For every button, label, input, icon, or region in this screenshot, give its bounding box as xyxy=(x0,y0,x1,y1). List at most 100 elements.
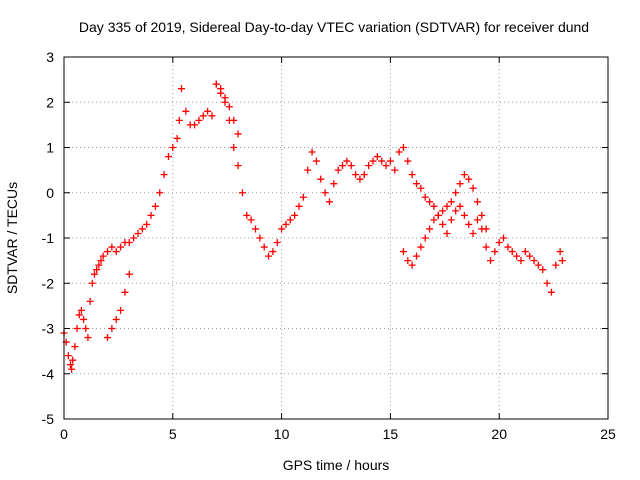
data-point: 20.4, -1.2 xyxy=(504,243,512,251)
x-tick-label: 0 xyxy=(60,426,68,442)
data-point: 11.2, 0.5 xyxy=(304,166,312,174)
data-point: 14, 0.6 xyxy=(365,162,373,170)
data-point: 0.5, -3.4 xyxy=(71,343,79,351)
data-point: 16.4, -1.2 xyxy=(417,243,425,251)
data-point: 16, -1.6 xyxy=(408,261,416,269)
data-point: 20.8, -1.4 xyxy=(513,252,521,260)
data-point: 9.8, -1.1 xyxy=(273,239,281,247)
data-point: 6.6, 1.8 xyxy=(204,107,212,115)
data-point: 18.2, 0.2 xyxy=(456,180,464,188)
data-point: 6.4, 1.7 xyxy=(199,112,207,120)
data-point: 3, -1.1 xyxy=(125,239,133,247)
data-point: 2.4, -2.8 xyxy=(112,315,120,323)
x-tick-label: 25 xyxy=(600,426,616,442)
data-point: 20, -1.1 xyxy=(495,239,503,247)
data-point: 0.4, -3.7 xyxy=(69,356,77,364)
data-point: 4.8, 0.8 xyxy=(164,153,172,161)
data-point: 17.4, -0.4 xyxy=(439,207,447,215)
data-point: 17, -0.6 xyxy=(430,216,438,224)
x-tick-label: 15 xyxy=(383,426,399,442)
data-point: 10.6, -0.5 xyxy=(291,211,299,219)
data-point: 5.2, 1.2 xyxy=(173,134,181,142)
data-point: 0.6, -3 xyxy=(73,325,81,332)
data-point: 16.4, 0.1 xyxy=(417,184,425,192)
data-point: 10.4, -0.6 xyxy=(286,216,294,224)
data-point: 8, 1.3 xyxy=(234,130,242,138)
x-tick-label: 10 xyxy=(274,426,290,442)
data-point: 2, -1.3 xyxy=(104,248,112,256)
data-point: 18.4, -0.5 xyxy=(460,211,468,219)
data-point: 11.8, 0.3 xyxy=(317,175,325,183)
data-point: 16.8, -0.8 xyxy=(426,225,434,233)
data-point: 12.8, 0.6 xyxy=(339,162,347,170)
data-point: 16.6, -1 xyxy=(421,234,429,242)
data-point: 5.6, 1.8 xyxy=(182,107,190,115)
data-point: 18, 0 xyxy=(452,189,460,197)
y-tick-labels: -5 -4 -3 -2 -1 0 1 2 3 xyxy=(42,49,55,427)
y-axis-label: SDTVAR / TECUs xyxy=(4,182,20,294)
data-point: 10, -0.8 xyxy=(278,225,286,233)
data-point: 18.6, -0.7 xyxy=(465,220,473,228)
data-point: 7.8, 1 xyxy=(230,144,238,151)
data-point: 5.4, 2.3 xyxy=(178,85,186,93)
data-point: 19.8, -1.3 xyxy=(491,248,499,256)
data-point: 2.2, -1.2 xyxy=(108,243,116,251)
data-point: 15.4, 0.9 xyxy=(395,148,403,156)
data-point: 12, 0 xyxy=(321,189,329,197)
data-point: 2.4, -1.3 xyxy=(112,248,120,256)
data-point: 18.6, 0.3 xyxy=(465,175,473,183)
data-point: 7.4, 2.1 xyxy=(221,94,229,102)
data-point: 1.4, -1.8 xyxy=(90,270,98,278)
data-point: 19, -0.2 xyxy=(473,198,481,206)
data-point: 8.6, -0.6 xyxy=(247,216,255,224)
data-point: 19.2, -0.5 xyxy=(478,211,486,219)
x-tick-label: 5 xyxy=(169,426,177,442)
y-tick-label: -4 xyxy=(42,366,55,382)
data-point: 20.6, -1.3 xyxy=(508,248,516,256)
data-point: 9.6, -1.3 xyxy=(269,248,277,256)
data-point: 12.6, 0.5 xyxy=(334,166,342,174)
data-point: 14.2, 0.7 xyxy=(369,157,377,165)
data-point: 10.8, -0.3 xyxy=(295,202,303,210)
data-point: 21.4, -1.4 xyxy=(526,252,534,260)
data-point: 0.7, -2.7 xyxy=(75,311,83,319)
data-point: 21.2, -1.3 xyxy=(521,248,529,256)
data-point: 21.8, -1.6 xyxy=(534,261,542,269)
data-point: 17.6, -0.9 xyxy=(443,229,451,237)
data-point: 13, 0.7 xyxy=(343,157,351,165)
data-point: 2.6, -1.2 xyxy=(117,243,125,251)
data-point: 15.8, -1.5 xyxy=(404,257,412,265)
data-point: 17.2, -0.5 xyxy=(434,211,442,219)
data-point: 19, -0.6 xyxy=(473,216,481,224)
data-point: 1.2, -2.4 xyxy=(86,297,94,305)
data-point: 2.2, -3 xyxy=(108,325,116,332)
data-point: 7.2, 2.3 xyxy=(217,85,225,93)
data-point: 1.1, -3.2 xyxy=(84,334,92,342)
data-point: 3.8, -0.7 xyxy=(143,220,151,228)
data-point: 17.6, -0.3 xyxy=(443,202,451,210)
data-point: 1.3, -2 xyxy=(88,279,96,287)
data-point: 9.2, -1.2 xyxy=(260,243,268,251)
data-point: 4.2, -0.3 xyxy=(151,202,159,210)
data-point: 1, -3 xyxy=(82,325,90,332)
data-point: 7.6, 1.9 xyxy=(225,103,233,111)
data-point: 22, -1.7 xyxy=(539,266,547,274)
data-point: 14.8, 0.6 xyxy=(382,162,390,170)
chart-title: Day 335 of 2019, Sidereal Day-to-day VTE… xyxy=(79,19,589,35)
data-point: 0.8, -2.6 xyxy=(77,306,85,314)
data-point: 3.4, -0.9 xyxy=(134,229,142,237)
data-point: 15.2, 0.5 xyxy=(391,166,399,174)
data-point: 2.8, -2.2 xyxy=(121,288,129,296)
data-point: 17, -0.3 xyxy=(430,202,438,210)
data-point: 17.4, -0.7 xyxy=(439,220,447,228)
data-point: 5.3, 1.6 xyxy=(175,116,183,124)
data-point: 18.8, -0.9 xyxy=(469,229,477,237)
data-point: 8.8, -0.8 xyxy=(251,225,259,233)
data-point: 0.3, -3.8 xyxy=(67,361,75,369)
data-point: 22.2, -2 xyxy=(543,279,551,287)
y-tick-label: -1 xyxy=(42,230,55,246)
data-point: 14.4, 0.8 xyxy=(373,153,381,161)
data-point: 0.9, -2.8 xyxy=(80,315,88,323)
data-point: 19.4, -1.2 xyxy=(482,243,490,251)
